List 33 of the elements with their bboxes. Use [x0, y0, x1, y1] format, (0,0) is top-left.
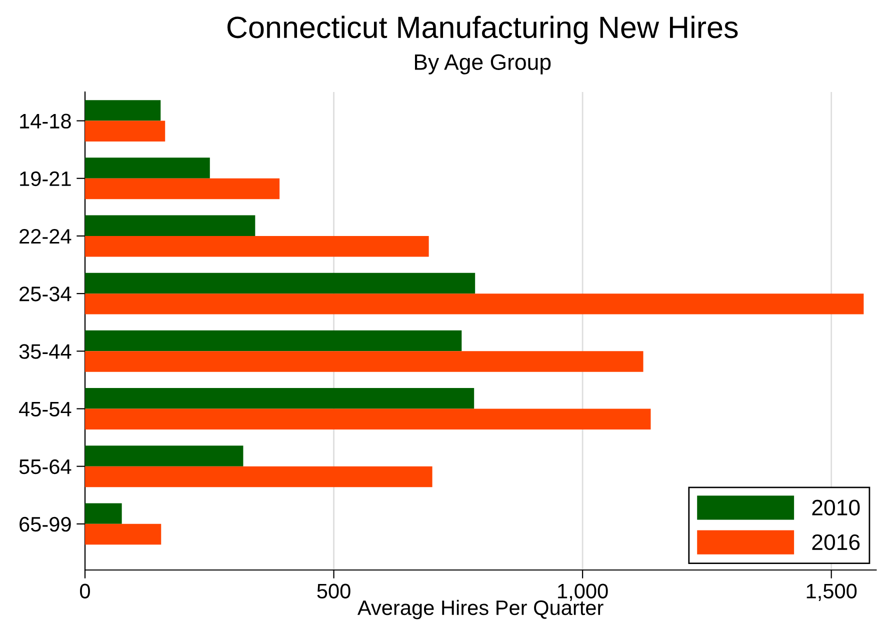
x-axis-title: Average Hires Per Quarter	[357, 600, 604, 620]
bar	[85, 236, 429, 257]
bar	[85, 215, 256, 236]
legend-label: 2016	[812, 534, 860, 550]
x-tick-label: 500	[317, 584, 350, 598]
x-tick-label: 0	[80, 584, 90, 598]
bar	[85, 120, 166, 142]
y-tick-label: 35-44	[19, 344, 72, 359]
y-tick-label: 14-18	[20, 114, 71, 129]
y-tick-label: 19-21	[20, 171, 71, 186]
x-tick-label: 1,500	[806, 584, 857, 601]
bar	[85, 466, 432, 488]
bar	[85, 330, 462, 352]
bar	[85, 446, 244, 466]
bar	[85, 408, 651, 430]
y-tick-label: 45-54	[19, 402, 72, 416]
y-tick-label: 22-24	[20, 228, 72, 244]
y-tick-label: 25-34	[20, 286, 72, 302]
chart-subtitle: By Age Group	[414, 54, 551, 74]
x-tick-label: 1,000	[558, 584, 608, 601]
chart-title: Connecticut Manufacturing New Hires	[227, 16, 738, 44]
bar	[85, 503, 122, 524]
bar	[85, 351, 644, 372]
legend-label: 2010	[812, 500, 860, 516]
y-tick-label: 55-64	[19, 459, 72, 474]
bar	[85, 388, 474, 409]
bar	[85, 178, 280, 200]
bar	[85, 100, 161, 121]
y-tick-label: 65-99	[20, 516, 71, 532]
bar	[85, 272, 476, 294]
bar	[85, 294, 864, 314]
bar	[85, 158, 210, 178]
bar	[85, 524, 162, 545]
